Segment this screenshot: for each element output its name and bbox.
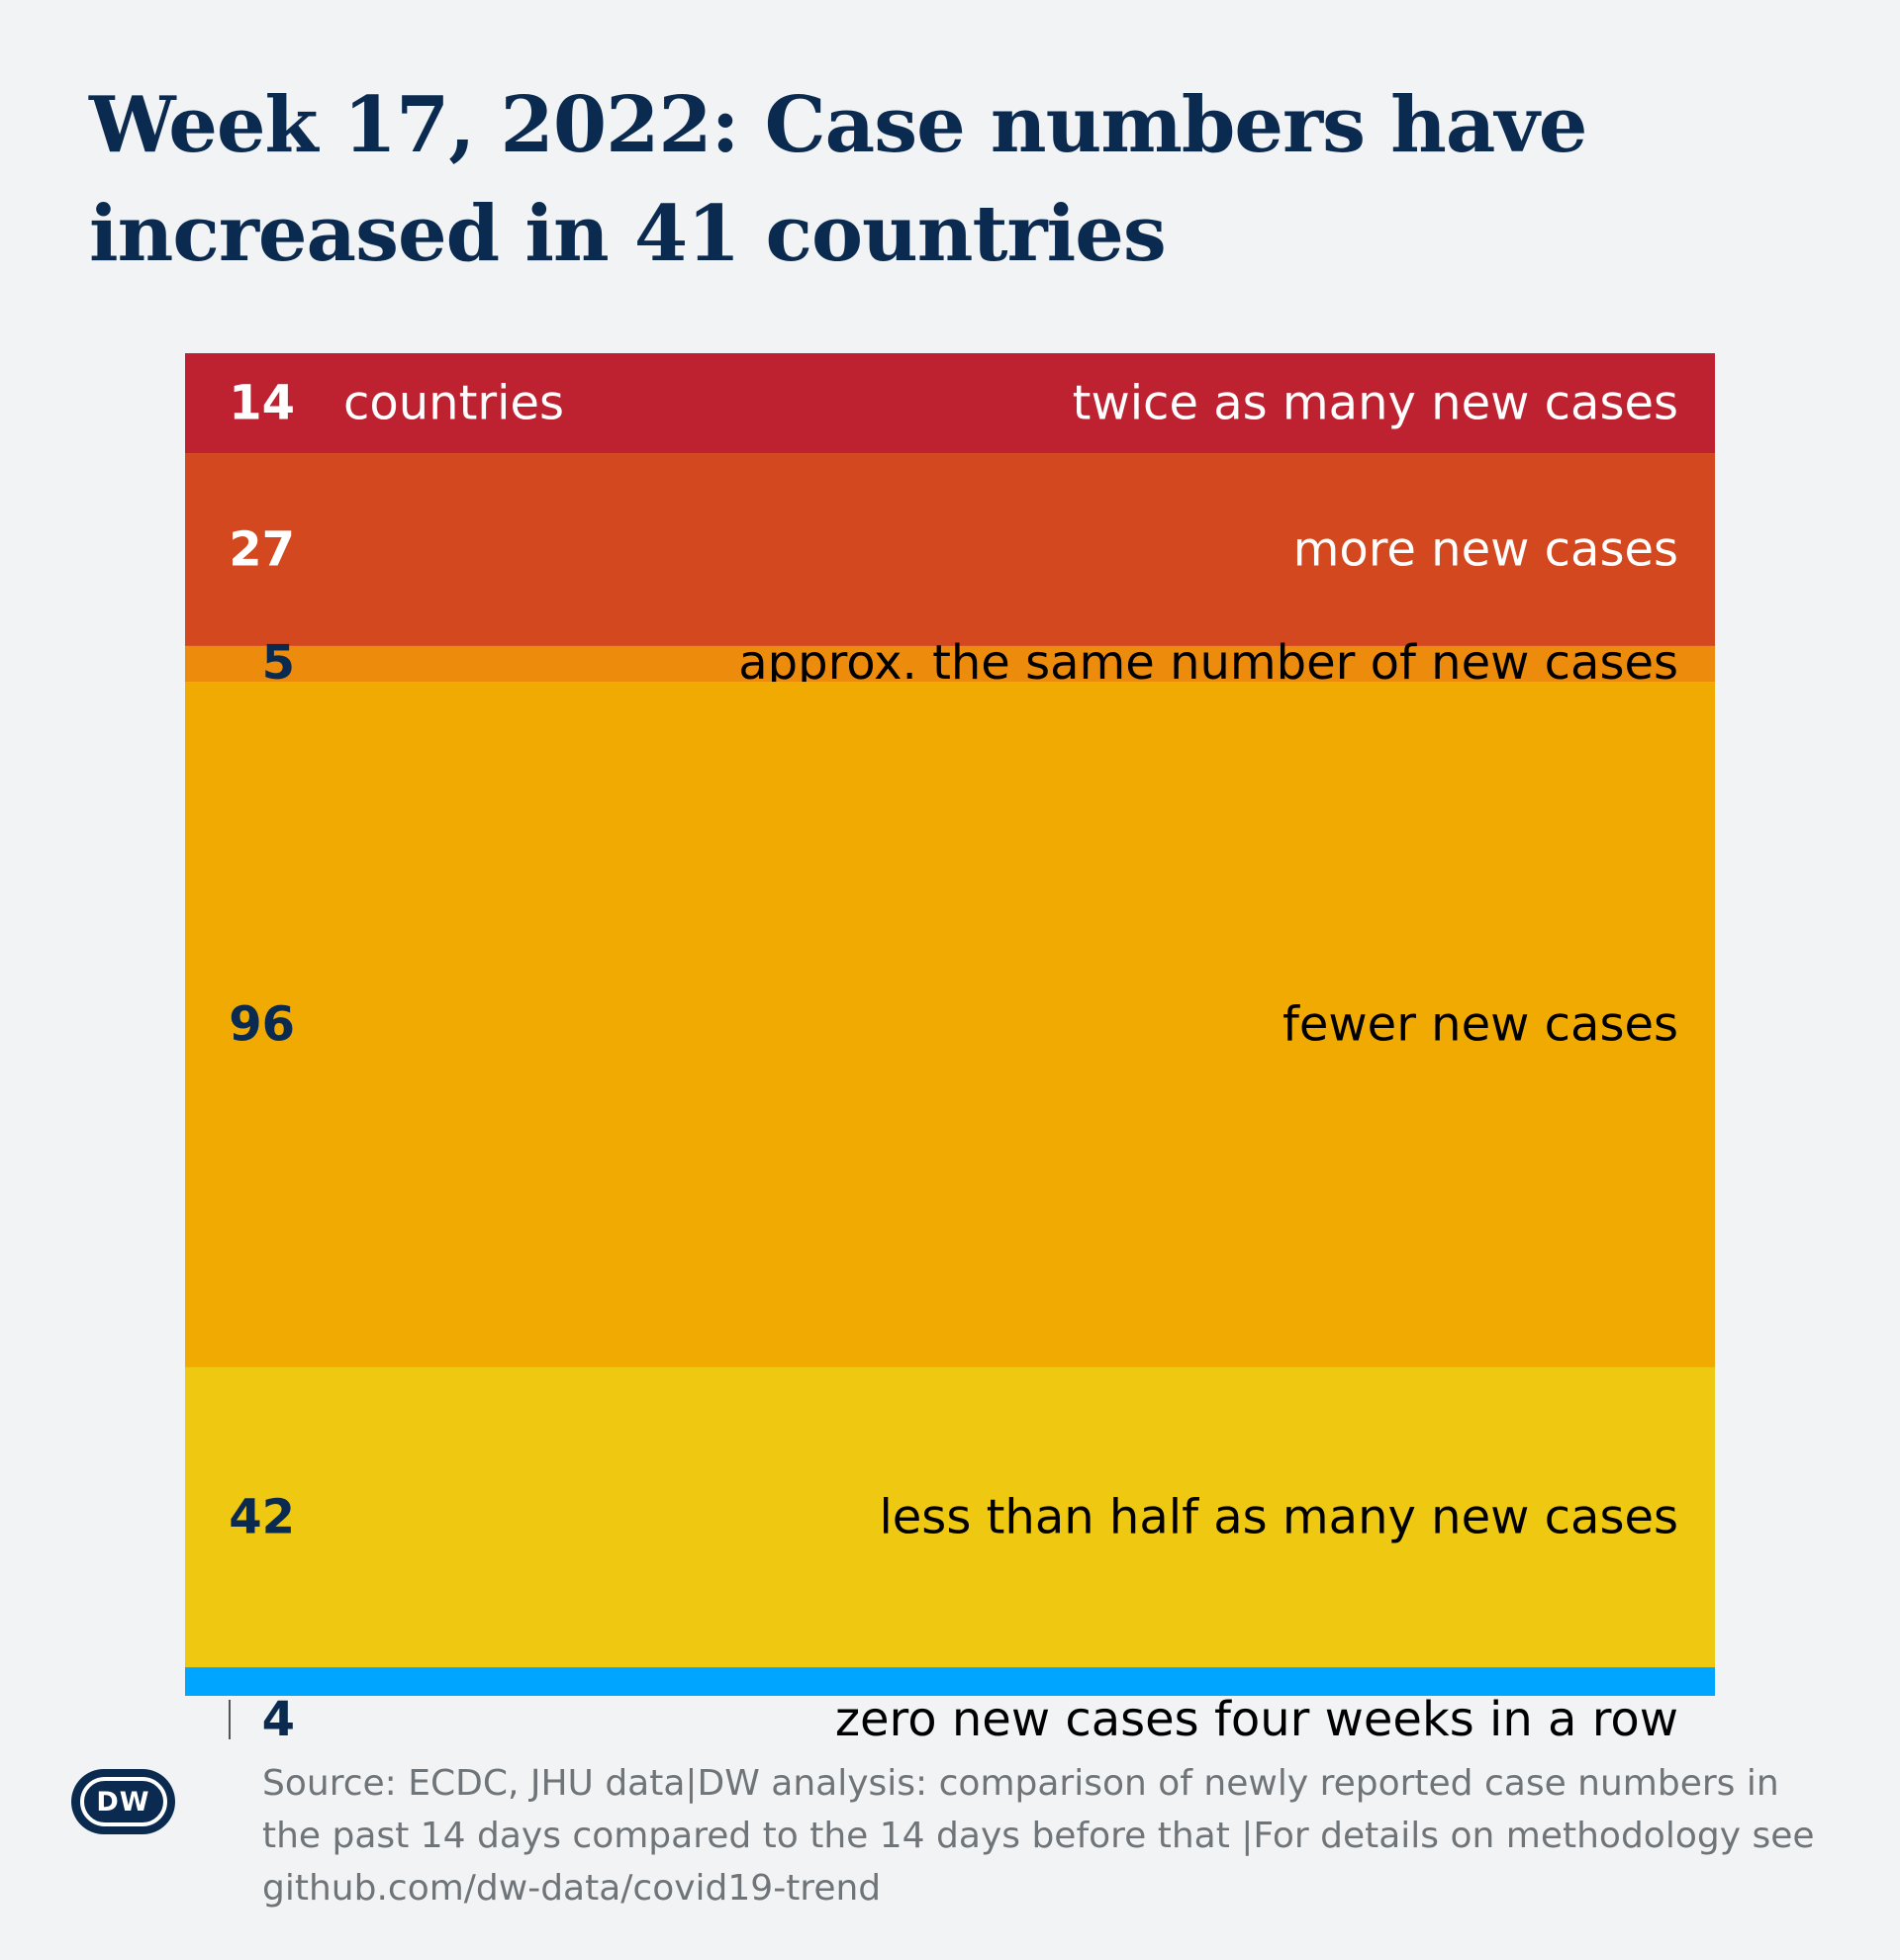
- bar-segment-approx-the-same-number-of-new-cases: [185, 645, 1715, 683]
- bar-segment-twice-as-many-new-cases: [185, 353, 1715, 454]
- bar-segment-zero-new-cases-four-weeks-in-a-row: [185, 1667, 1715, 1696]
- category-label: more new cases: [1293, 521, 1678, 577]
- value-label: 96: [229, 997, 295, 1053]
- category-label: approx. the same number of new cases: [738, 635, 1678, 691]
- value-label: 4: [262, 1692, 295, 1747]
- source-note: Source: ECDC, JHU data|DW analysis: comp…: [262, 1763, 1815, 1909]
- category-label: zero new cases four weeks in a row: [835, 1692, 1678, 1747]
- unit-label: countries: [343, 376, 564, 431]
- value-label: 14: [229, 376, 295, 431]
- bar-segment-more-new-cases: [185, 453, 1715, 646]
- bar-segment-less-than-half-as-many-new-cases: [185, 1366, 1715, 1668]
- dw-logo-icon: DW: [71, 1769, 175, 1834]
- value-label: 27: [229, 521, 295, 577]
- category-label: less than half as many new cases: [879, 1490, 1678, 1545]
- value-label: 42: [229, 1490, 295, 1545]
- chart-title: Week 17, 2022: Case numbers have increas…: [89, 80, 1587, 279]
- dw-logo-text: DW: [79, 1777, 167, 1826]
- category-label: twice as many new cases: [1073, 376, 1678, 431]
- category-label: fewer new cases: [1282, 997, 1678, 1053]
- bar-segment-fewer-new-cases: [185, 682, 1715, 1367]
- value-label: 5: [262, 635, 295, 691]
